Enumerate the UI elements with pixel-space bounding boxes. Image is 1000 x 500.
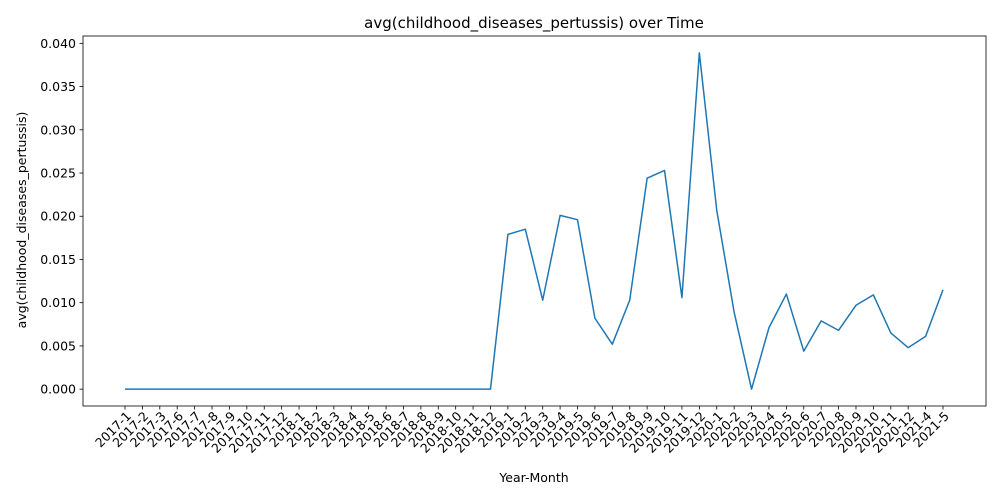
y-tick-label: 0.035 <box>40 79 76 94</box>
y-axis-label: avg(childhood_diseases_pertussis) <box>14 112 29 329</box>
y-tick-label: 0.040 <box>40 36 76 51</box>
series-line <box>125 52 944 390</box>
plot-area <box>82 35 987 407</box>
y-tick-label: 0.030 <box>40 122 76 137</box>
chart-title: avg(childhood_diseases_pertussis) over T… <box>364 14 704 33</box>
y-tick-label: 0.025 <box>40 166 76 181</box>
y-tick-label: 0.015 <box>40 252 76 267</box>
y-tick-label: 0.020 <box>40 209 76 224</box>
y-tick-label: 0.010 <box>40 295 76 310</box>
axes-frame <box>82 35 987 407</box>
y-tick-label: 0.000 <box>40 382 76 397</box>
y-tick-label: 0.005 <box>40 338 76 353</box>
y-axis: 0.000 0.005 0.010 0.015 0.020 0.025 0.030 0.035… <box>40 36 83 397</box>
x-axis-label: Year-Month <box>498 470 568 485</box>
